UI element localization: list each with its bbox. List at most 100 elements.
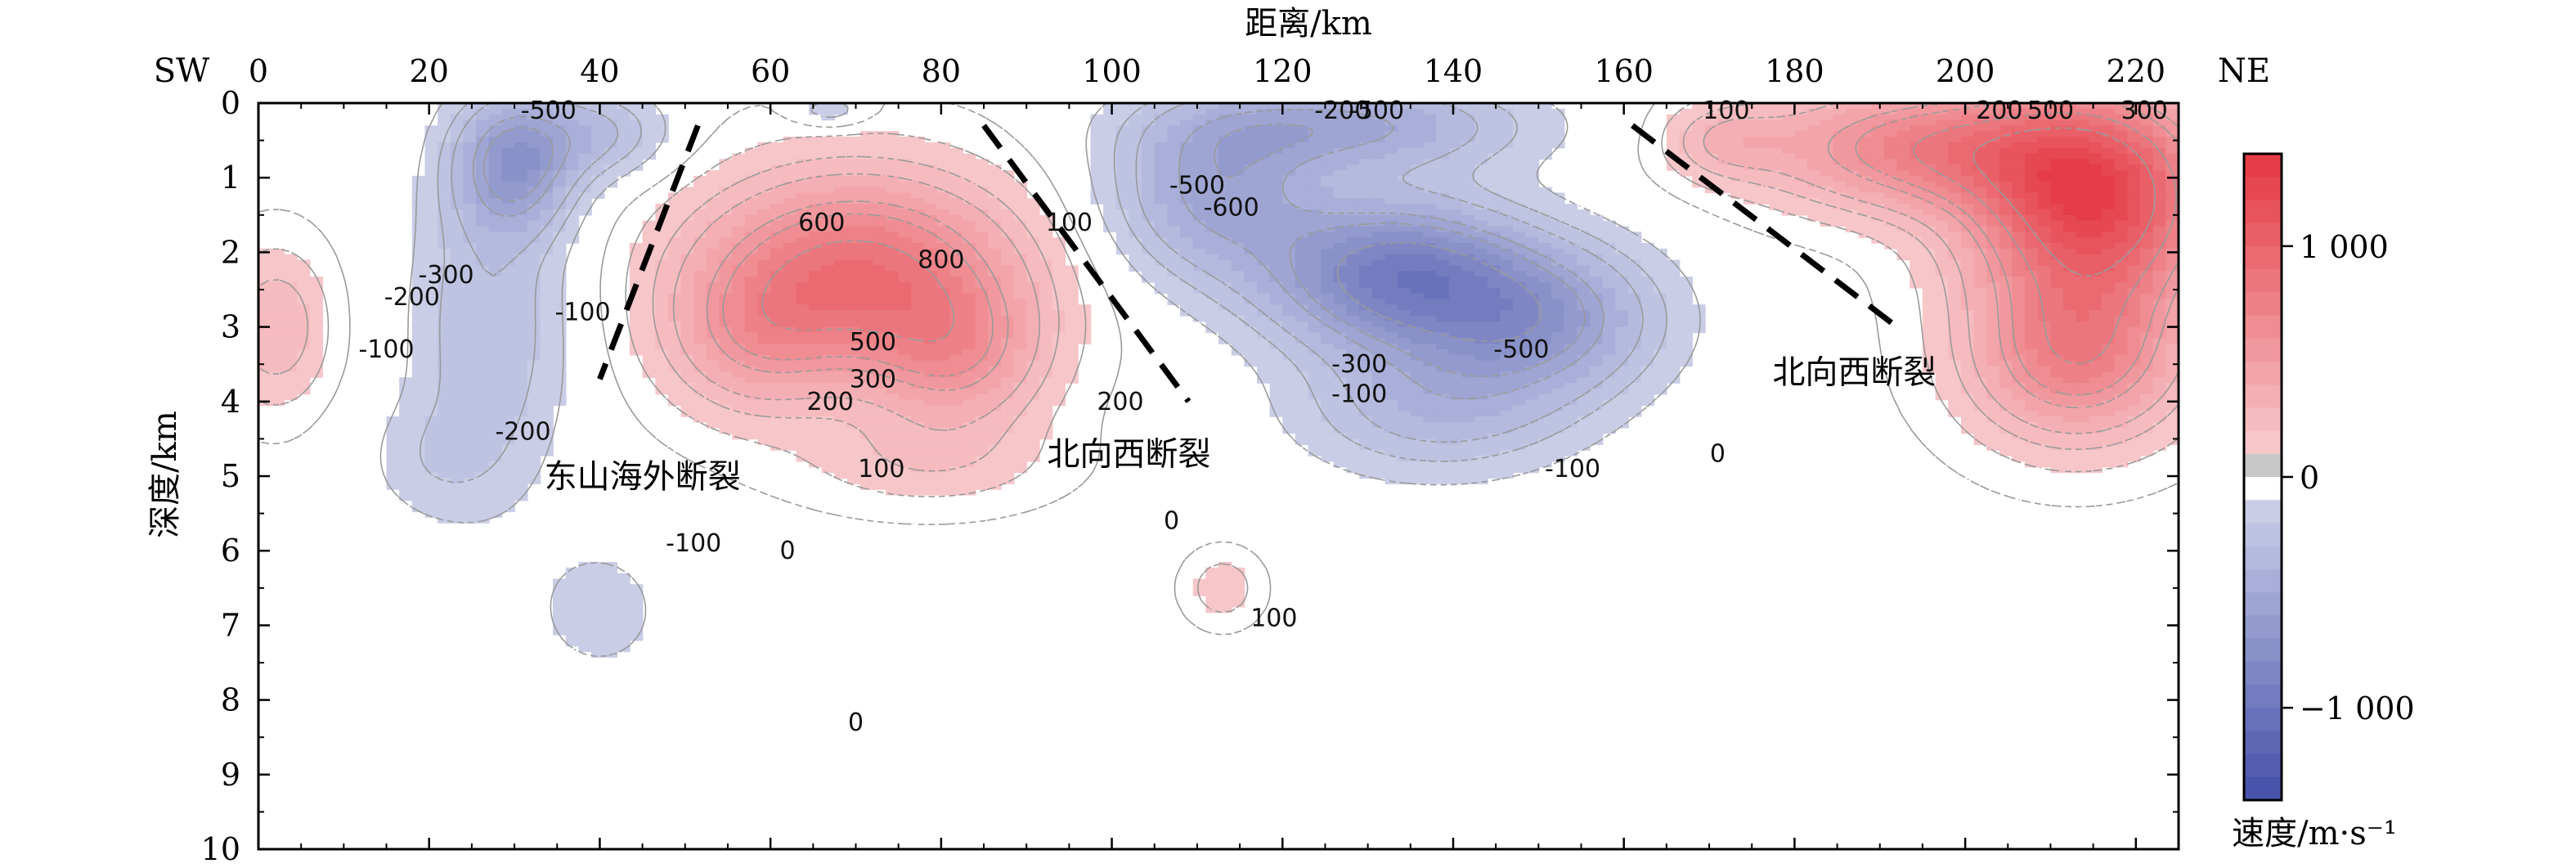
heat-cell (847, 371, 861, 378)
heat-cell (1333, 411, 1348, 417)
heat-cell (655, 237, 669, 244)
heat-cell (936, 371, 951, 378)
heat-cell (488, 248, 503, 255)
heat-cell (770, 277, 784, 283)
heat-cell (438, 489, 451, 496)
heat-cell (1205, 170, 1219, 177)
heat-cell (962, 321, 976, 328)
heat-cell (1398, 478, 1411, 484)
heat-cell (693, 394, 707, 401)
heat-cell (642, 371, 657, 378)
heat-cell (796, 366, 810, 373)
heat-cell (1333, 209, 1348, 216)
heat-cell (1359, 399, 1373, 407)
heat-cell (1487, 181, 1501, 188)
heat-cell (809, 170, 823, 177)
heat-cell (1538, 427, 1552, 434)
heat-cell (911, 450, 925, 456)
heat-cell (1346, 226, 1360, 233)
heat-cell (1371, 243, 1386, 250)
heat-cell (1244, 315, 1258, 322)
heat-cell (1500, 366, 1514, 373)
heat-cell (911, 421, 925, 429)
heat-cell (476, 427, 490, 434)
heat-cell (553, 119, 567, 127)
heat-cell (886, 366, 900, 373)
heat-cell (450, 175, 464, 182)
heat-cell (757, 315, 771, 322)
heat-cell (411, 455, 426, 462)
heat-cell (821, 405, 836, 412)
heat-cell (258, 315, 272, 322)
heat-cell (540, 354, 554, 362)
heat-cell (1423, 147, 1437, 155)
heat-cell (1423, 175, 1437, 182)
heat-cell (1282, 354, 1296, 362)
heat-cell (438, 416, 451, 423)
heat-cell (1308, 131, 1322, 137)
heat-cell (1474, 411, 1488, 417)
heat-cell (1282, 103, 1296, 110)
heat-cell (1257, 137, 1271, 143)
heat-cell (450, 444, 464, 451)
heat-cell (540, 137, 554, 143)
heat-cell (847, 175, 861, 182)
heat-cell (936, 243, 951, 250)
heat-cell (1333, 450, 1348, 456)
heat-cell (655, 366, 669, 373)
heat-cell (450, 237, 464, 244)
heat-cell (834, 344, 848, 350)
heat-cell (1538, 204, 1552, 210)
heat-cell (1257, 344, 1271, 350)
heat-cell (527, 220, 541, 227)
heat-cell (1487, 147, 1501, 155)
heat-cell (1371, 388, 1386, 395)
heat-cell (438, 411, 451, 417)
heat-cell (975, 455, 990, 462)
heat-cell (476, 164, 490, 171)
heat-cell (1142, 108, 1156, 115)
heat-cell (258, 360, 272, 367)
heat-cell (450, 366, 464, 373)
heat-cell (463, 438, 477, 445)
heat-cell (1423, 377, 1437, 384)
heat-cell (1436, 354, 1450, 362)
heat-cell (1436, 450, 1450, 456)
heat-cell (488, 181, 503, 188)
heat-cell (1398, 388, 1411, 395)
heat-cell (527, 450, 541, 456)
heat-cell (680, 204, 695, 210)
heat-cell (1513, 204, 1527, 210)
heat-cell (1398, 399, 1411, 407)
heat-cell (962, 461, 976, 468)
heat-cell (1346, 131, 1360, 137)
heat-cell (1295, 153, 1309, 160)
heat-cell (411, 293, 426, 300)
heat-cell (488, 310, 503, 317)
heat-cell (1538, 383, 1552, 389)
heat-cell (578, 623, 592, 630)
heat-cell (911, 299, 925, 305)
heat-cell (1513, 243, 1527, 250)
heat-cell (565, 612, 580, 618)
heat-cell (873, 399, 886, 407)
heat-cell (1448, 450, 1463, 456)
heat-cell (1244, 299, 1258, 305)
heat-cell (809, 371, 823, 378)
heat-cell (488, 338, 503, 344)
heat-cell (834, 226, 848, 233)
heat-cell (642, 344, 657, 350)
heat-cell (1026, 338, 1040, 344)
heat-cell (1410, 344, 1425, 350)
heat-cell (809, 349, 823, 356)
heat-cell (744, 338, 759, 344)
heat-cell (1410, 108, 1425, 115)
heat-cell (284, 277, 298, 283)
heat-cell (924, 455, 938, 462)
heat-cell (1474, 103, 1488, 110)
heat-cell (1129, 137, 1142, 143)
heat-cell (1295, 304, 1309, 311)
heat-cell (1129, 243, 1142, 250)
heat-cell (1090, 170, 1104, 177)
heat-cell (642, 226, 657, 233)
